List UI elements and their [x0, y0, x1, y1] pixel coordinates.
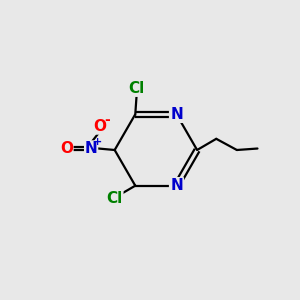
Text: N: N	[170, 178, 183, 193]
Text: N: N	[170, 107, 183, 122]
Text: Cl: Cl	[106, 190, 123, 206]
Text: O: O	[60, 141, 73, 156]
Text: -: -	[104, 113, 110, 127]
Text: O: O	[93, 119, 106, 134]
Text: +: +	[92, 137, 102, 147]
Text: Cl: Cl	[129, 81, 145, 96]
Text: N: N	[85, 141, 98, 156]
